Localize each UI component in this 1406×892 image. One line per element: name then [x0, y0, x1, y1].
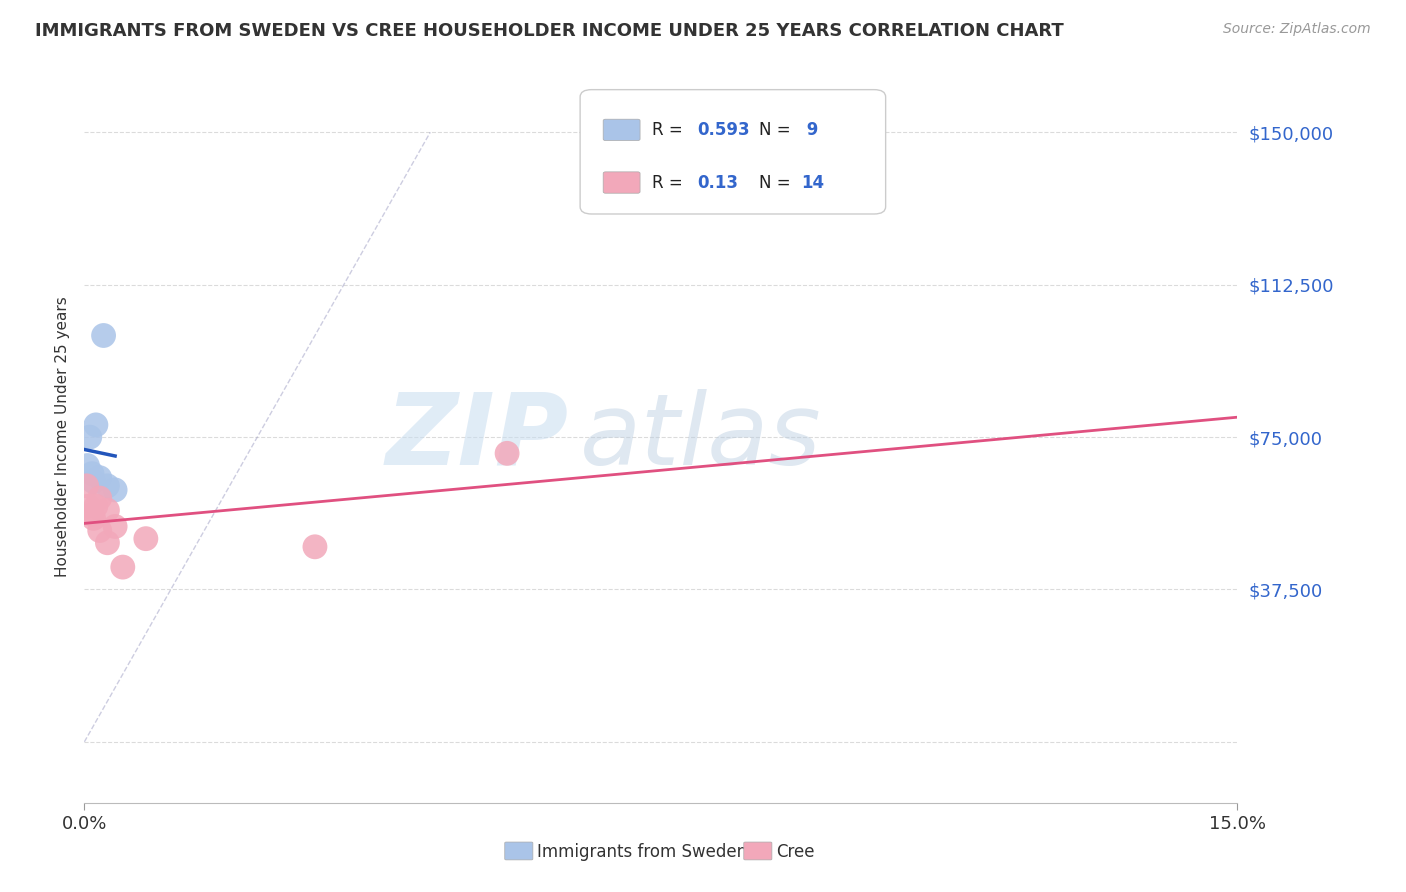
Text: N =: N =: [759, 121, 796, 139]
FancyBboxPatch shape: [603, 172, 640, 194]
Point: [104, 519, 127, 533]
Text: R =: R =: [651, 174, 688, 192]
Point: [304, 540, 326, 554]
Text: Immigrants from Sweden: Immigrants from Sweden: [537, 843, 747, 861]
Point: [93, 328, 115, 343]
Point: [84, 499, 107, 513]
Point: [104, 483, 127, 497]
Text: 14: 14: [801, 174, 824, 192]
Point: [496, 446, 519, 460]
Point: [89, 491, 111, 505]
FancyBboxPatch shape: [581, 90, 886, 214]
Point: [89, 471, 111, 485]
Text: 0.593: 0.593: [697, 121, 751, 139]
Text: atlas: atlas: [581, 389, 821, 485]
Point: [96, 535, 118, 549]
Text: Cree: Cree: [776, 843, 814, 861]
FancyBboxPatch shape: [603, 120, 640, 141]
Point: [111, 560, 134, 574]
Point: [77, 499, 100, 513]
Text: IMMIGRANTS FROM SWEDEN VS CREE HOUSEHOLDER INCOME UNDER 25 YEARS CORRELATION CHA: IMMIGRANTS FROM SWEDEN VS CREE HOUSEHOLD…: [35, 22, 1064, 40]
Point: [76, 458, 98, 473]
Point: [89, 524, 111, 538]
Point: [83, 511, 105, 525]
Point: [83, 475, 105, 489]
Text: 9: 9: [801, 121, 818, 139]
Point: [96, 503, 118, 517]
Text: 0.13: 0.13: [697, 174, 738, 192]
Text: R =: R =: [651, 121, 688, 139]
Point: [79, 430, 101, 444]
Point: [76, 479, 98, 493]
Point: [80, 508, 103, 522]
Point: [135, 532, 157, 546]
Text: ZIP: ZIP: [385, 389, 568, 485]
Text: N =: N =: [759, 174, 796, 192]
Point: [96, 479, 118, 493]
Text: Source: ZipAtlas.com: Source: ZipAtlas.com: [1223, 22, 1371, 37]
Point: [80, 467, 103, 481]
Y-axis label: Householder Income Under 25 years: Householder Income Under 25 years: [55, 297, 70, 577]
Point: [84, 417, 107, 432]
